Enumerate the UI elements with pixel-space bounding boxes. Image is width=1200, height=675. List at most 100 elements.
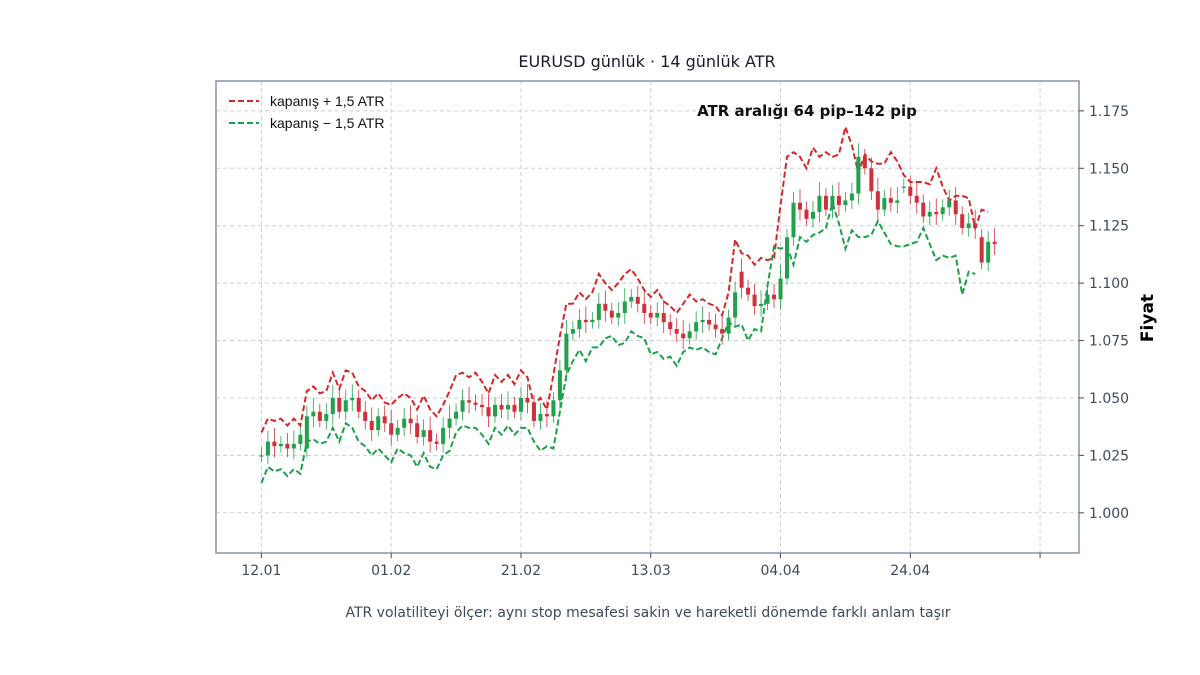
candle-up <box>940 207 945 215</box>
candle-down <box>642 303 647 313</box>
candle-down <box>869 168 874 192</box>
candle-up <box>441 427 446 444</box>
candle-down <box>525 397 530 403</box>
candle-up <box>447 418 452 428</box>
candle-down <box>317 411 322 421</box>
candle-up <box>376 416 381 431</box>
candle-down <box>921 202 926 217</box>
chart-title: EURUSD günlük · 14 günlük ATR <box>518 52 775 71</box>
x-axis: 12.01 01.02 21.02 13.03 04.04 24.04 <box>241 553 1041 579</box>
candle-up <box>265 441 270 456</box>
candle-down <box>661 312 666 323</box>
candle-up <box>882 198 887 210</box>
candle-up <box>700 319 705 323</box>
candle-up <box>733 292 738 318</box>
candle-down <box>973 223 978 228</box>
lower-band-line <box>260 199 976 484</box>
candle-down <box>888 198 893 203</box>
candle-up <box>759 303 764 307</box>
candle-up <box>694 322 699 332</box>
candle-down <box>486 407 491 417</box>
candle-up <box>784 237 790 279</box>
candle-down <box>473 402 478 405</box>
candle-down <box>707 319 712 325</box>
legend-label: kapanış − 1,5 ATR <box>270 115 385 131</box>
candle-down <box>480 404 485 408</box>
x-tick-label: 04.04 <box>760 563 800 579</box>
y-tick-label: 1.050 <box>1089 391 1129 407</box>
candle-up <box>259 455 264 457</box>
y-tick-label: 1.025 <box>1089 448 1129 464</box>
candle-down <box>382 416 387 424</box>
y-tick-label: 1.000 <box>1089 506 1129 522</box>
candle-up <box>849 193 854 201</box>
x-tick-label: 13.03 <box>631 563 671 579</box>
x-tick-label: 01.02 <box>371 563 411 579</box>
candle-down <box>512 404 517 412</box>
candle-down <box>635 296 640 304</box>
y-tick-label: 1.150 <box>1089 161 1129 177</box>
candle-up <box>843 200 848 206</box>
y-tick-label: 1.125 <box>1089 219 1129 235</box>
candle-down <box>746 287 751 295</box>
candle-down <box>285 443 290 449</box>
candle-down <box>797 202 802 210</box>
x-tick-label: 21.02 <box>501 563 541 579</box>
candle-up <box>765 294 770 304</box>
candle-down <box>862 156 867 169</box>
candle-up <box>557 370 562 401</box>
candle-up <box>311 411 316 417</box>
candle-up <box>343 400 348 412</box>
candle-up <box>402 418 407 428</box>
candle-down <box>713 324 718 330</box>
candle-down <box>934 211 939 215</box>
candle-up <box>330 397 335 415</box>
candle-down <box>992 241 997 245</box>
candle-up <box>551 400 556 417</box>
candle-up <box>629 296 634 302</box>
candle-down <box>434 441 439 444</box>
candle-up <box>421 430 426 438</box>
candle-down <box>953 200 958 215</box>
candle-up <box>901 186 906 188</box>
candle-down <box>544 414 549 417</box>
candle-down <box>739 271 744 288</box>
candle-up <box>298 434 303 444</box>
candle-down <box>428 430 433 442</box>
candle-down <box>914 195 919 203</box>
candle-up <box>687 331 692 339</box>
candle-up <box>590 319 595 323</box>
candle-down <box>979 237 984 263</box>
x-tick-label: 12.01 <box>241 563 281 579</box>
candle-up <box>493 404 498 417</box>
candle-down <box>389 423 394 435</box>
candle-up <box>856 156 861 194</box>
candle-down <box>823 195 828 210</box>
candle-up <box>817 195 822 212</box>
candle-up <box>810 211 815 219</box>
candle-down <box>363 411 368 421</box>
candle-down <box>467 400 472 403</box>
candle-up <box>291 443 296 449</box>
y-axis: 1.000 1.025 1.050 1.075 1.100 1.125 1.150 1.175 <box>1079 104 1129 522</box>
candle-down <box>408 418 413 424</box>
candle-up <box>986 241 991 263</box>
candle-up <box>791 202 796 238</box>
candle-down <box>836 195 841 206</box>
candle-up <box>460 400 465 412</box>
legend-label: kapanış + 1,5 ATR <box>270 93 385 109</box>
grid <box>216 81 1079 553</box>
candle-up <box>927 211 932 217</box>
candles <box>259 143 997 465</box>
candle-down <box>648 312 653 318</box>
candle-down <box>752 294 757 307</box>
candle-up <box>655 312 660 318</box>
plot-frame <box>215 80 1080 554</box>
candle-up <box>505 404 511 410</box>
y-axis-label: Fiyat <box>1138 294 1158 342</box>
candle-up <box>304 416 309 449</box>
candle-down <box>804 209 809 219</box>
candle-up <box>454 411 459 419</box>
candle-up <box>324 414 329 421</box>
